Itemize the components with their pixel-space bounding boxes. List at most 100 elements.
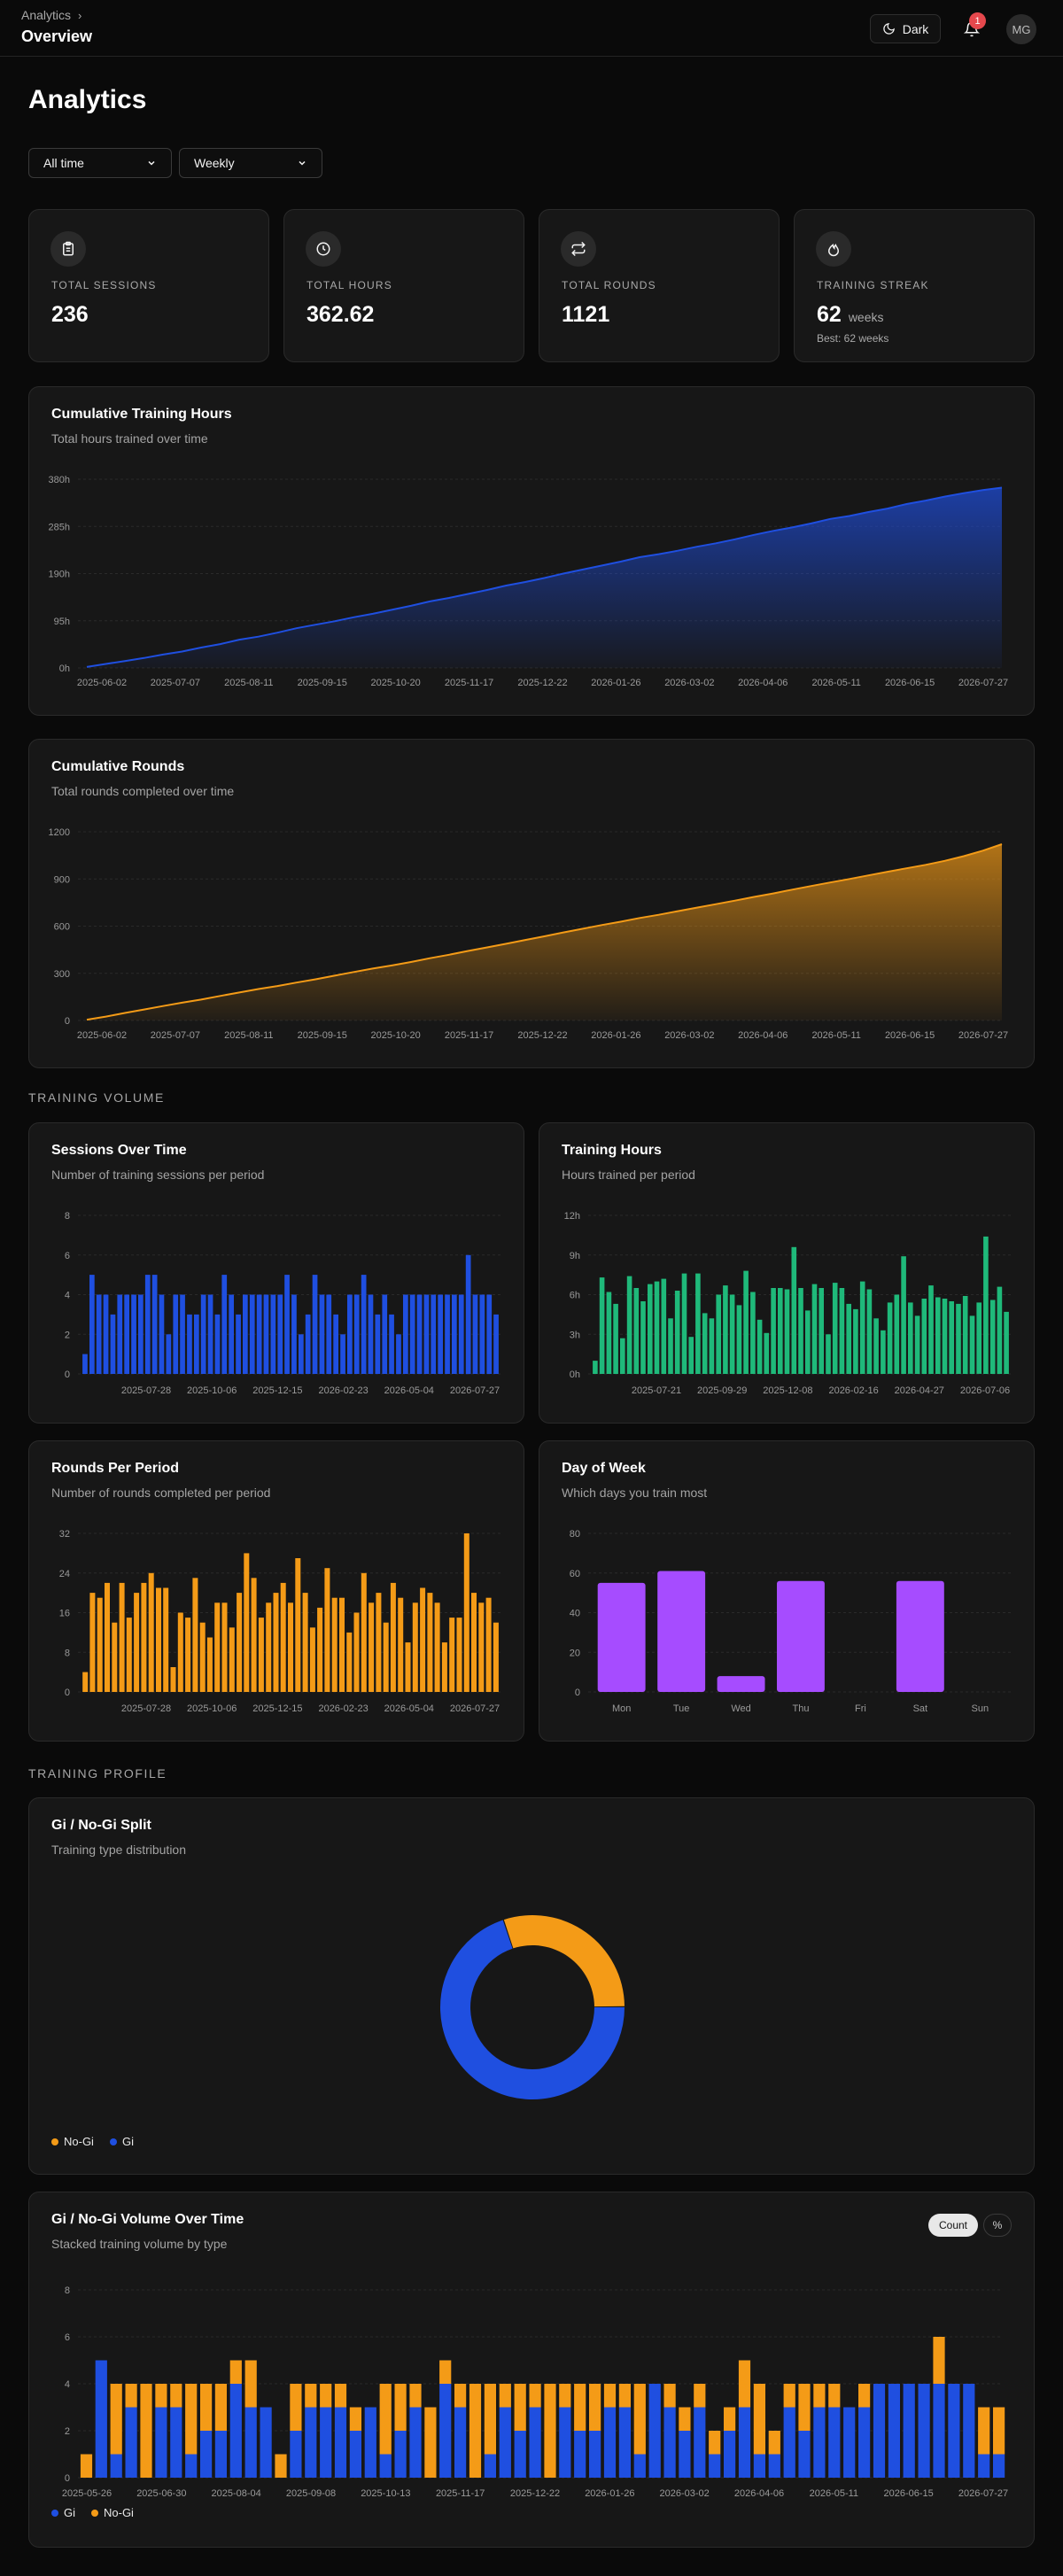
stat-value: 62 weeks xyxy=(817,302,884,328)
bar xyxy=(110,1314,116,1374)
bar xyxy=(839,1288,845,1374)
streak-best: Best: 62 weeks xyxy=(817,332,889,345)
range-select[interactable]: All time xyxy=(28,148,172,178)
bar xyxy=(449,1618,455,1692)
bar xyxy=(873,1318,879,1374)
bar-nogi xyxy=(694,2384,706,2408)
chart-title: Gi / No-Gi Volume Over Time xyxy=(51,2212,244,2227)
bar xyxy=(778,1288,783,1374)
bar xyxy=(156,1587,161,1692)
y-tick-label: 3h xyxy=(570,1330,580,1340)
y-tick-label: 380h xyxy=(49,475,70,485)
bar xyxy=(445,1294,450,1374)
donut-slice xyxy=(440,1920,625,2099)
bar xyxy=(368,1294,374,1374)
bar-nogi xyxy=(320,2384,332,2408)
bar-gi xyxy=(993,2454,1005,2478)
bar xyxy=(324,1568,330,1692)
x-tick-label: 2026-02-23 xyxy=(318,1703,368,1714)
bar xyxy=(214,1602,221,1692)
page-title: Analytics xyxy=(28,85,147,114)
chart-card-day-of-week: Day of Week Which days you train most 0 2… xyxy=(539,1440,1035,1742)
bar-gi xyxy=(603,2407,617,2478)
count-toggle-button[interactable]: Count xyxy=(928,2214,978,2237)
bar xyxy=(441,1642,447,1692)
bar-gi xyxy=(978,2454,990,2478)
bar-nogi xyxy=(469,2384,482,2478)
bar-nogi xyxy=(185,2384,198,2455)
bar xyxy=(456,1618,462,1692)
bar xyxy=(846,1303,851,1374)
rounds-chart: 0 8 16 24 32 2025-07-28 2025-10-06 2025-12-15 20… xyxy=(59,1529,503,1714)
bar-nogi xyxy=(499,2384,511,2408)
x-tick-label: 2025-12-08 xyxy=(763,1385,812,1396)
bar xyxy=(221,1602,228,1692)
bar xyxy=(361,1572,367,1693)
stat-card-sessions: TOTAL SESSIONS 236 xyxy=(28,209,269,362)
bar xyxy=(187,1314,192,1374)
bar xyxy=(420,1587,426,1692)
stat-card-rounds: TOTAL ROUNDS 1121 xyxy=(539,209,780,362)
x-tick-label: Fri xyxy=(855,1703,866,1714)
bar xyxy=(302,1593,308,1692)
bar-nogi xyxy=(544,2384,556,2478)
cumulative-hours-chart: 0h 95h 190h 285h 380h 2025-06-02 2025-07-07 202… xyxy=(49,475,1009,688)
bar-nogi xyxy=(349,2407,361,2431)
x-tick-label: 2026-04-27 xyxy=(895,1385,944,1396)
bar-gi xyxy=(633,2454,646,2478)
bar-nogi xyxy=(155,2384,167,2408)
bar xyxy=(244,1553,250,1692)
x-tick-label: 2025-08-04 xyxy=(212,2488,261,2499)
x-tick-label: Sat xyxy=(913,1703,928,1714)
y-tick-label: 0 xyxy=(65,1688,70,1698)
bar xyxy=(305,1314,311,1374)
x-tick-label: 2026-07-27 xyxy=(450,1385,500,1396)
bar-gi xyxy=(95,2360,107,2478)
chart-card-cumulative-hours: Cumulative Training Hours Total hours tr… xyxy=(28,386,1035,716)
bar xyxy=(331,1597,338,1692)
bar xyxy=(914,1315,920,1374)
bar-gi xyxy=(185,2454,198,2478)
bar xyxy=(626,1276,632,1374)
percent-toggle-button[interactable]: % xyxy=(983,2214,1012,2237)
bar xyxy=(346,1632,353,1692)
theme-toggle-button[interactable]: Dark xyxy=(870,14,941,43)
bar-gi xyxy=(379,2454,392,2478)
bar-gi xyxy=(783,2407,795,2478)
bar xyxy=(431,1294,437,1374)
bar xyxy=(170,1667,176,1692)
bar xyxy=(826,1334,831,1375)
bar-nogi xyxy=(679,2407,691,2431)
bar-gi xyxy=(679,2431,691,2478)
bar-nogi xyxy=(334,2384,347,2408)
legend-item: No-Gi xyxy=(51,2135,94,2148)
bar-nogi xyxy=(200,2384,213,2431)
streak-value: 62 xyxy=(817,302,842,327)
bar-gi xyxy=(334,2407,347,2478)
range-select-value: All time xyxy=(43,156,84,170)
chart-title: Cumulative Training Hours xyxy=(51,407,232,422)
bar xyxy=(326,1294,332,1374)
bar xyxy=(956,1303,961,1374)
sessions-chart: 0 2 4 6 8 2025-07-28 2025-10-06 2025-12-15 2026-… xyxy=(65,1211,503,1396)
bar xyxy=(339,1597,345,1692)
bar xyxy=(194,1314,199,1374)
x-tick-label: 2025-09-15 xyxy=(298,1030,347,1041)
bar-gi xyxy=(110,2454,122,2478)
bar-gi xyxy=(229,2384,242,2478)
x-tick-label: 2025-07-07 xyxy=(151,1030,200,1041)
chart-subtitle: Training type distribution xyxy=(51,1843,187,1857)
breadcrumb-link[interactable]: Analytics xyxy=(21,8,72,22)
x-tick-label: 2025-07-21 xyxy=(632,1385,681,1396)
bar xyxy=(333,1314,338,1374)
stat-label: TRAINING STREAK xyxy=(817,279,929,291)
bar-gi xyxy=(290,2431,302,2478)
x-tick-label: 2026-05-11 xyxy=(810,2488,858,2499)
period-select[interactable]: Weekly xyxy=(179,148,322,178)
legend-item: Gi xyxy=(51,2506,75,2519)
avatar[interactable]: MG xyxy=(1006,14,1036,44)
notification-badge: 1 xyxy=(969,12,986,29)
bar-nogi xyxy=(724,2407,736,2431)
breadcrumb[interactable]: Analytics › xyxy=(21,8,81,22)
bar-gi xyxy=(454,2407,467,2478)
